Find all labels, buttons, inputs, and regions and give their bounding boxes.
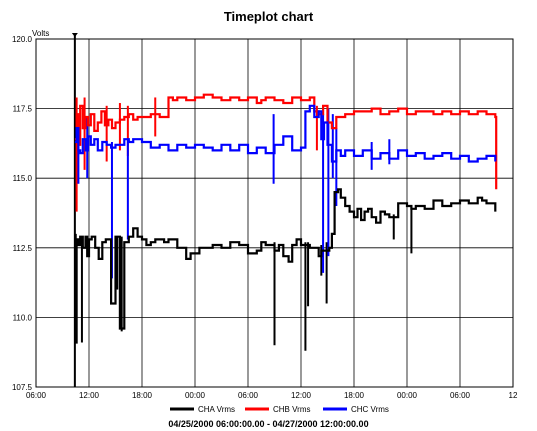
x-tick-label: 06:00 — [450, 391, 471, 400]
legend-entry: CHC Vrms — [351, 405, 389, 414]
y-tick-label: 110.0 — [13, 313, 33, 322]
series-line-chc-vrms — [74, 104, 497, 163]
x-tick-label: 06:00 — [26, 391, 47, 400]
series-line-chb-vrms — [74, 93, 498, 190]
series-line-cha-vrms — [74, 188, 497, 344]
x-tick-label: 18:00 — [344, 391, 365, 400]
y-tick-label: 120.0 — [12, 35, 33, 44]
y-tick-label: 112.5 — [13, 244, 33, 253]
y-tick-label: 115.0 — [13, 174, 33, 183]
y-axis-label: Volts — [32, 29, 49, 38]
y-tick-label: 117.5 — [13, 105, 33, 114]
x-tick-label: 18:00 — [132, 391, 153, 400]
x-tick-label: 06:00 — [238, 391, 259, 400]
x-tick-label: 12 — [509, 391, 518, 400]
chart-title: Timeplot chart — [223, 9, 314, 24]
legend-entry: CHA Vrms — [198, 405, 235, 414]
x-tick-label: 00:00 — [185, 391, 206, 400]
cursor-marker-icon — [71, 33, 78, 37]
time-range-label: 04/25/2000 06:00:00.00 - 04/27/2000 12:0… — [168, 419, 369, 429]
x-tick-label: 12:00 — [79, 391, 100, 400]
x-tick-label: 12:00 — [291, 391, 312, 400]
x-tick-label: 00:00 — [397, 391, 418, 400]
y-tick-label: 107.5 — [12, 383, 33, 392]
legend-entry: CHB Vrms — [273, 405, 310, 414]
